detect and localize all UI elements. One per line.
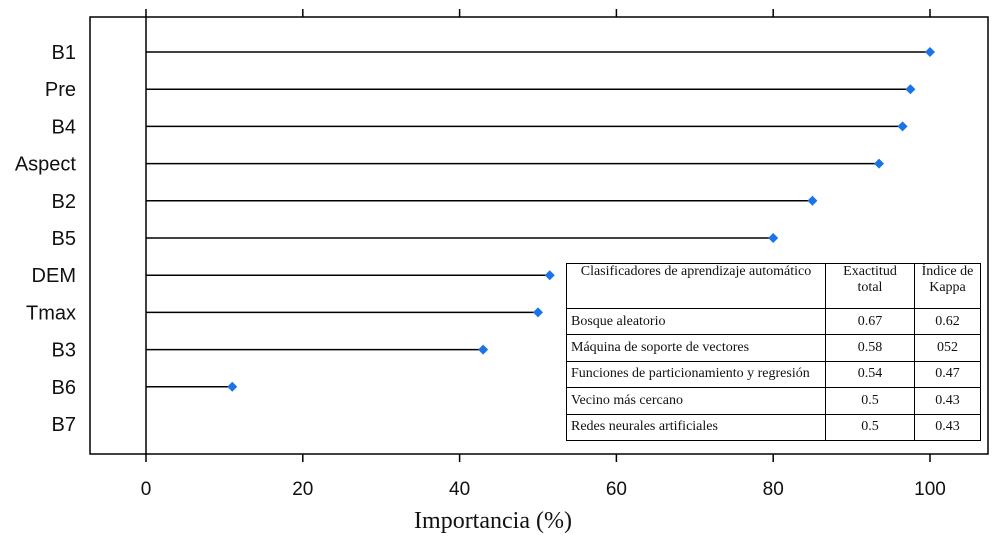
table-cell-classifier: Redes neurales artificiales [566, 413, 826, 442]
table-row: Vecino más cercano 0.5 0.43 [566, 387, 981, 415]
category-label: Tmax [26, 302, 76, 324]
x-tick-label: 60 [606, 479, 627, 500]
table-cell-kappa: 0.47 [914, 360, 981, 389]
importance-point [227, 381, 238, 392]
table-row: Funciones de particionamiento y regresió… [566, 360, 981, 389]
x-axis-ticks: 0 20 40 60 80 100 [141, 9, 946, 500]
x-tick-label: 40 [449, 479, 470, 500]
importance-point [897, 121, 908, 132]
importance-point [478, 344, 489, 355]
header-kappa: Índice de Kappa [914, 263, 981, 309]
table-cell-kappa: 0.62 [914, 307, 981, 336]
x-axis-title: Importancia (%) [414, 508, 572, 534]
plot-frame [89, 16, 989, 455]
table-cell-accuracy: 0.5 [825, 413, 915, 442]
category-label: B1 [52, 42, 76, 64]
importance-point [807, 195, 818, 206]
classifier-accuracy-table: Clasificadores de aprendizaje automático… [566, 263, 981, 442]
table-row: Bosque aleatorio 0.67 0.62 [566, 307, 981, 336]
category-label: B7 [52, 414, 76, 436]
table-row: Redes neurales artificiales 0.5 0.43 [566, 413, 981, 442]
importance-point [925, 47, 935, 57]
x-tick-label: 0 [141, 479, 152, 500]
table-cell-kappa: 0.43 [914, 387, 981, 415]
header-classifier: Clasificadores de aprendizaje automático [566, 263, 826, 309]
table-cell-accuracy: 0.54 [825, 360, 915, 389]
category-label: B3 [52, 340, 76, 362]
table-cell-classifier: Funciones de particionamiento y regresió… [566, 360, 826, 389]
category-label: DEM [32, 265, 76, 287]
importance-point [544, 270, 555, 281]
category-label: Aspect [15, 154, 77, 176]
x-tick-label: 100 [914, 479, 946, 500]
plot-area [89, 16, 989, 455]
category-label: B2 [52, 191, 76, 213]
table-header-row: Clasificadores de aprendizaje automático… [566, 263, 981, 309]
table-row: Máquina de soporte de vectores 0.58 052 [566, 334, 981, 362]
table-cell-accuracy: 0.58 [825, 334, 915, 362]
category-label: B6 [52, 377, 76, 399]
importance-point [768, 233, 779, 243]
table-cell-accuracy: 0.67 [825, 307, 915, 336]
category-label: Pre [45, 79, 76, 101]
table-cell-classifier: Vecino más cercano [566, 387, 826, 415]
x-tick-label: 20 [292, 479, 313, 500]
header-accuracy: Exactitud total [825, 263, 915, 309]
category-label: B4 [52, 116, 76, 138]
table-cell-kappa: 0.43 [914, 413, 981, 442]
x-tick-label: 80 [763, 479, 784, 500]
table-cell-kappa: 052 [914, 334, 981, 362]
category-label: B5 [52, 228, 76, 250]
importance-point [905, 84, 916, 95]
category-labels: B1 Pre B4 Aspect B2 B5 DEM Tmax B3 B6 B7 [15, 42, 77, 436]
table-cell-accuracy: 0.5 [825, 387, 915, 415]
table-cell-classifier: Bosque aleatorio [566, 307, 826, 336]
table-cell-classifier: Máquina de soporte de vectores [566, 334, 826, 362]
importance-point [533, 307, 543, 318]
importance-point [874, 158, 885, 169]
